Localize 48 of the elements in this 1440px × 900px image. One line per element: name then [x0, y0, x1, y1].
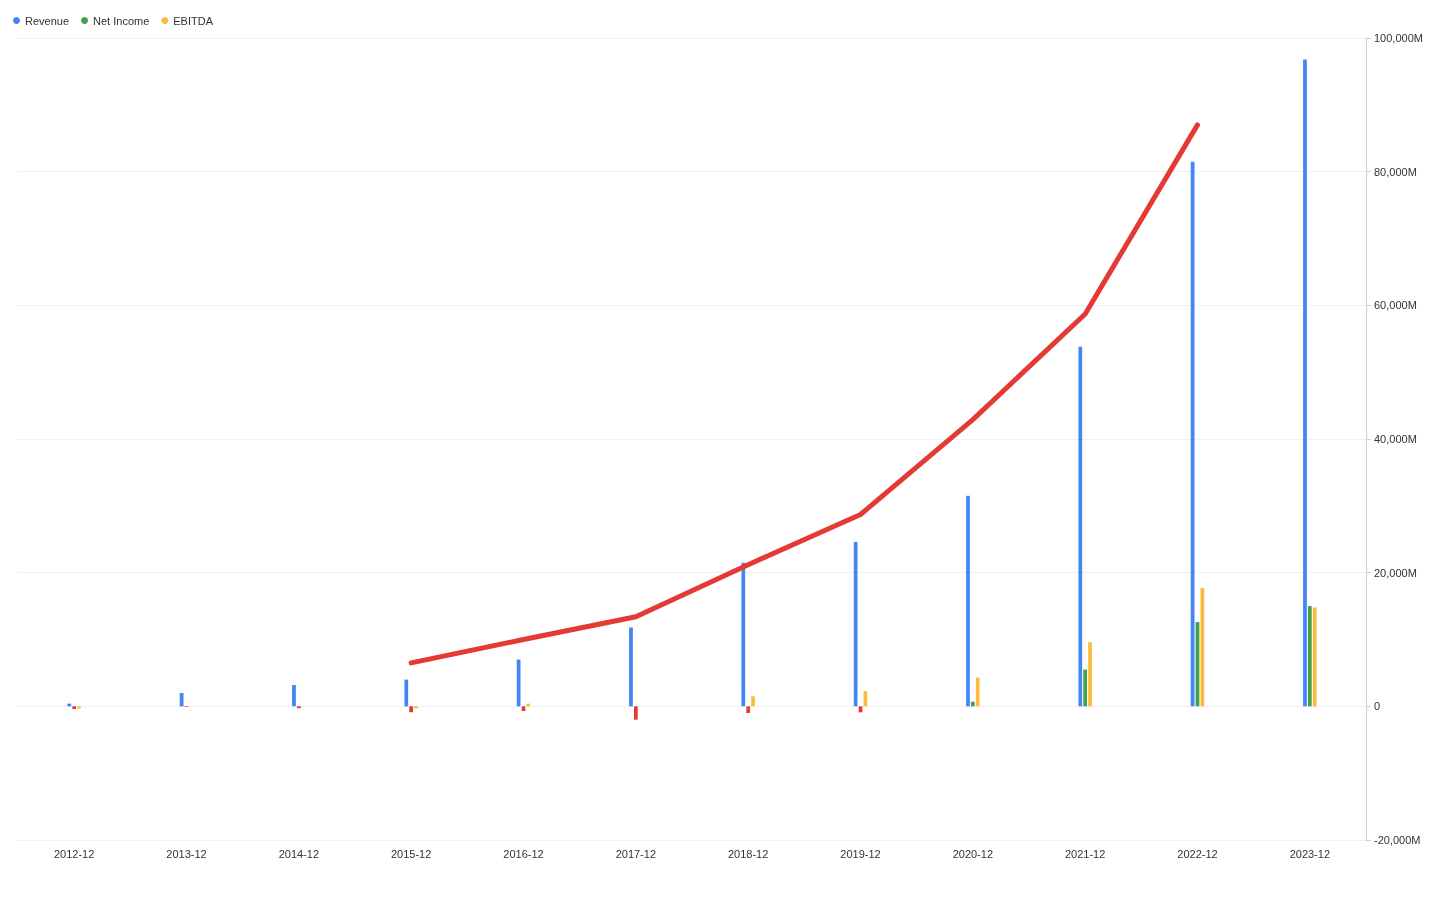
x-tick-label: 2015-12 — [390, 847, 432, 860]
legend-label: Net Income — [93, 14, 150, 27]
bar — [1083, 669, 1088, 707]
y-tick-label: 20,000M — [1374, 566, 1417, 579]
bar — [1190, 161, 1195, 707]
x-tick-label: 2017-12 — [615, 847, 657, 860]
bar — [741, 562, 746, 707]
bar — [414, 706, 418, 709]
y-tick-label: 100,000M — [1374, 32, 1423, 44]
bar — [1200, 588, 1205, 707]
y-tick-label: 60,000M — [1374, 299, 1417, 312]
bar — [1312, 607, 1317, 707]
x-tick-label: 2014-12 — [278, 847, 320, 860]
x-tick-label: 2016-12 — [503, 847, 544, 860]
x-tick-label: 2018-12 — [727, 847, 769, 860]
bar — [516, 659, 521, 707]
legend-label: EBITDA — [173, 14, 214, 27]
bar — [863, 690, 868, 707]
y-tick-label: 80,000M — [1374, 165, 1417, 178]
bar — [404, 679, 409, 707]
bar — [633, 706, 638, 720]
x-tick-label: 2021-12 — [1064, 847, 1106, 860]
bar — [853, 541, 858, 707]
bar — [179, 692, 184, 707]
x-tick-label: 2013-12 — [166, 847, 207, 860]
bar — [966, 495, 970, 707]
x-tick-label: 2023-12 — [1289, 847, 1331, 860]
bar — [746, 706, 751, 714]
y-tick-label: 0 — [1374, 700, 1381, 713]
bar — [1078, 346, 1083, 707]
bar — [292, 684, 296, 707]
bar — [72, 706, 77, 710]
x-tick-label: 2019-12 — [840, 847, 881, 860]
bar — [296, 706, 301, 709]
x-tick-label: 2022-12 — [1177, 847, 1218, 860]
bar — [1088, 642, 1092, 707]
bar — [1303, 59, 1307, 707]
legend-label: Revenue — [25, 14, 70, 27]
y-tick-label: 40,000M — [1374, 433, 1417, 445]
bar — [629, 627, 633, 707]
bar — [975, 677, 980, 707]
bar — [409, 706, 414, 713]
bar — [77, 706, 81, 709]
y-tick-label: -20,000M — [1374, 834, 1421, 846]
x-tick-label: 2020-12 — [952, 847, 994, 860]
bar — [1307, 606, 1312, 707]
bar — [751, 696, 755, 707]
x-tick-label: 2012-12 — [53, 847, 95, 860]
